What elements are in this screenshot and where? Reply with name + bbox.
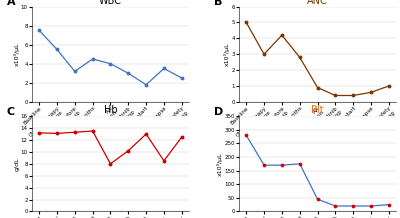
Title: ANC: ANC bbox=[307, 0, 328, 6]
Y-axis label: x10³/μL: x10³/μL bbox=[224, 42, 230, 66]
Title: Plt: Plt bbox=[311, 105, 324, 115]
Text: A: A bbox=[7, 0, 16, 7]
Text: D: D bbox=[214, 107, 223, 117]
Text: B: B bbox=[214, 0, 222, 7]
Y-axis label: x10³/μL: x10³/μL bbox=[217, 152, 223, 176]
Title: Hb: Hb bbox=[104, 105, 117, 115]
Text: C: C bbox=[7, 107, 15, 117]
Y-axis label: x10³/μL: x10³/μL bbox=[14, 42, 20, 66]
Title: WBC: WBC bbox=[99, 0, 122, 6]
Legend: ANC: ANC bbox=[301, 146, 334, 157]
Y-axis label: g/dL: g/dL bbox=[14, 157, 20, 171]
Legend: WBC: WBC bbox=[93, 146, 128, 157]
